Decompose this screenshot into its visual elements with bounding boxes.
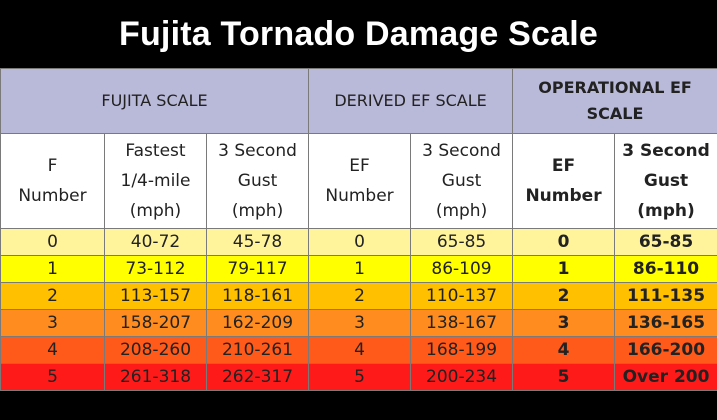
column-header-line: 1/4-mile xyxy=(120,171,191,191)
table-cell: Over 200 xyxy=(614,363,717,391)
column-header-line: EF xyxy=(551,156,576,176)
table-cell: 3 xyxy=(308,309,412,337)
group-header-derived-ef-scale: DERIVED EF SCALE xyxy=(308,68,514,134)
column-header-line: 3 Second xyxy=(622,141,710,161)
table-cell: 166-200 xyxy=(614,336,717,364)
table-cell: 0 xyxy=(512,228,616,256)
table-cell: 4 xyxy=(512,336,616,364)
column-header-line: Gust xyxy=(643,171,689,191)
table-cell: 261-318 xyxy=(104,363,207,391)
column-header-2: Fastest 1/4-mile (mph) xyxy=(104,133,207,229)
table-cell: 73-112 xyxy=(104,255,207,283)
table-cell: 65-85 xyxy=(614,228,717,256)
column-header-line: EF xyxy=(349,156,370,176)
table-cell: 4 xyxy=(0,336,105,364)
table-cell: 162-209 xyxy=(205,309,310,337)
table-cell: 3 xyxy=(0,309,105,337)
column-header-line: (mph) xyxy=(637,201,695,221)
table-cell: 168-199 xyxy=(410,336,514,364)
group-header-fujita-scale: FUJITA SCALE xyxy=(0,68,310,134)
table-row: 5 261-318 262-317 5 200-234 5 Over 200 xyxy=(0,363,717,391)
table-cell: 136-165 xyxy=(614,309,717,337)
column-header-4: EF Number xyxy=(308,133,412,229)
table-cell: 113-157 xyxy=(104,282,207,310)
table-row: 2 113-157 118-161 2 110-137 2 111-135 xyxy=(0,282,717,310)
column-header-line: F xyxy=(47,156,58,176)
table-cell: 138-167 xyxy=(410,309,514,337)
table-row: 3 158-207 162-209 3 138-167 3 136-165 xyxy=(0,309,717,337)
table-cell: 1 xyxy=(308,255,412,283)
column-header-line: Gust xyxy=(237,171,278,191)
column-header-line: Fastest xyxy=(125,141,186,161)
table-cell: 40-72 xyxy=(104,228,207,256)
column-header-line: 3 Second xyxy=(218,141,297,161)
table-cell: 158-207 xyxy=(104,309,207,337)
table-cell: 208-260 xyxy=(104,336,207,364)
column-header-1: F Number xyxy=(0,133,105,229)
table-cell: 2 xyxy=(308,282,412,310)
column-header-5: 3 Second Gust (mph) xyxy=(410,133,514,229)
table-cell: 262-317 xyxy=(205,363,310,391)
table-cell: 5 xyxy=(308,363,412,391)
column-header-7: 3 Second Gust (mph) xyxy=(614,133,717,229)
table-cell: 0 xyxy=(308,228,412,256)
column-header-line: Number xyxy=(525,186,602,206)
group-header-row: FUJITA SCALE DERIVED EF SCALE OPERATIONAL … xyxy=(0,68,717,134)
table-cell: 3 xyxy=(512,309,616,337)
table-cell: 2 xyxy=(512,282,616,310)
table-cell: 200-234 xyxy=(410,363,514,391)
column-header-line: Gust xyxy=(441,171,482,191)
column-header-line: Number xyxy=(18,186,87,206)
table-cell: 210-261 xyxy=(205,336,310,364)
fujita-scale-table: FUJITA SCALE DERIVED EF SCALE OPERATIONAL … xyxy=(0,68,717,391)
table-cell: 65-85 xyxy=(410,228,514,256)
column-header-line: Number xyxy=(325,186,394,206)
column-header-line: (mph) xyxy=(129,201,182,221)
table-cell: 1 xyxy=(0,255,105,283)
table-cell: 79-117 xyxy=(205,255,310,283)
column-header-line: 3 Second xyxy=(422,141,501,161)
table-row: 0 40-72 45-78 0 65-85 0 65-85 xyxy=(0,228,717,256)
table-cell: 118-161 xyxy=(205,282,310,310)
table-cell: 45-78 xyxy=(205,228,310,256)
table-cell: 1 xyxy=(512,255,616,283)
column-header-line: (mph) xyxy=(435,201,488,221)
table-cell: 0 xyxy=(0,228,105,256)
table-cell: 110-137 xyxy=(410,282,514,310)
column-header-3: 3 Second Gust (mph) xyxy=(205,133,310,229)
column-header-6: EF Number xyxy=(512,133,616,229)
table-cell: 2 xyxy=(0,282,105,310)
table-cell: 86-110 xyxy=(614,255,717,283)
table-cell: 5 xyxy=(0,363,105,391)
column-header-row: F Number Fastest 1/4-mile (mph) 3 Second Gust (… xyxy=(0,133,717,229)
table-cell: 4 xyxy=(308,336,412,364)
column-header-line: (mph) xyxy=(231,201,284,221)
table-cell: 5 xyxy=(512,363,616,391)
table-row: 1 73-112 79-117 1 86-109 1 86-110 xyxy=(0,255,717,283)
table-row: 4 208-260 210-261 4 168-199 4 166-200 xyxy=(0,336,717,364)
page-title: Fujita Tornado Damage Scale xyxy=(119,14,598,53)
table-cell: 86-109 xyxy=(410,255,514,283)
table-cell: 111-135 xyxy=(614,282,717,310)
group-header-operational-ef-scale: OPERATIONAL EF SCALE xyxy=(512,68,717,134)
